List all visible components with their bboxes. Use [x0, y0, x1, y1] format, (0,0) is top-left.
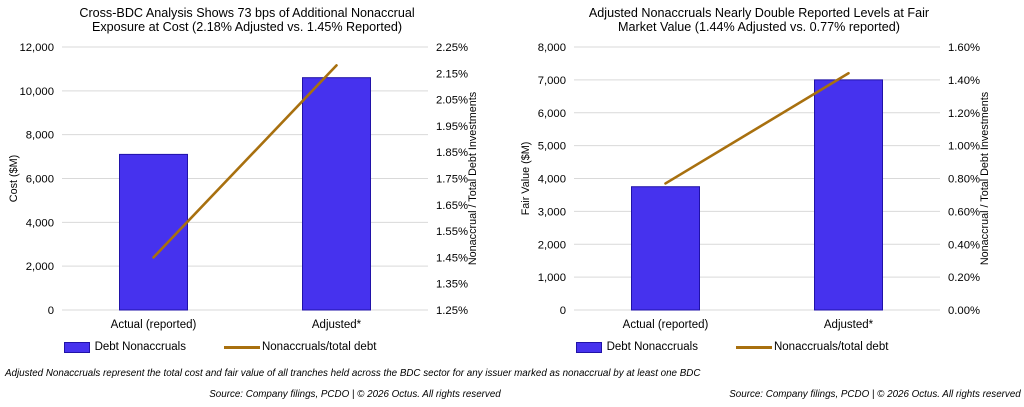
right-axis-tick-label: 0.40% — [948, 239, 980, 251]
right-axis-tick-label: 1.40% — [948, 75, 980, 87]
legend-label: Nonaccruals/total debt — [773, 341, 889, 353]
right-axis-tick-label: 1.95% — [436, 121, 468, 133]
source-line-left: Source: Company filings, PCDO | © 2026 O… — [209, 389, 501, 400]
left-axis-tick-label: 7,000 — [538, 75, 566, 87]
left-axis-tick-label: 6,000 — [538, 108, 566, 120]
category-label: Adjusted* — [824, 319, 874, 331]
line-legend-swatch — [735, 345, 772, 349]
bar-0 — [631, 186, 700, 311]
left-axis-tick-label: 0 — [48, 305, 54, 317]
source-line-right: Source: Company filings, PCDO | © 2026 O… — [729, 389, 1021, 400]
category-label: Actual (reported) — [111, 319, 197, 331]
chart-panel-cost: Cross-BDC Analysis Shows 73 bps of Addit… — [0, 0, 512, 360]
right-axis-tick-label: 1.75% — [436, 174, 468, 186]
ratio-line — [152, 64, 338, 259]
left-axis-title: Cost ($M) — [8, 155, 20, 202]
right-axis-tick-label: 0.00% — [948, 305, 980, 317]
figure-footnote: Adjusted Nonaccruals represent the total… — [5, 368, 701, 379]
right-axis-title: Nonaccrual / Total Debt Investments — [467, 91, 479, 265]
left-axis-tick-label: 4,000 — [26, 217, 54, 229]
right-axis-tick-label: 1.65% — [436, 200, 468, 212]
left-axis-tick-label: 8,000 — [26, 130, 54, 142]
left-axis-tick-label: 6,000 — [26, 174, 54, 186]
left-axis-tick-label: 2,000 — [26, 261, 54, 273]
right-axis-tick-label: 0.20% — [948, 272, 980, 284]
chart-panel-fair-value: Adjusted Nonaccruals Nearly Double Repor… — [512, 0, 1024, 360]
left-axis-tick-label: 8,000 — [538, 42, 566, 54]
bar-1 — [814, 79, 883, 311]
left-axis-tick-label: 12,000 — [19, 42, 54, 54]
legend-label: Debt Nonaccruals — [94, 341, 186, 353]
chart-legend: Debt Nonaccruals Nonaccruals/total debt — [512, 341, 952, 353]
right-axis-title: Nonaccrual / Total Debt Investments — [979, 91, 991, 265]
right-axis-tick-label: 0.80% — [948, 174, 980, 186]
legend-item-bar: Debt Nonaccruals — [575, 341, 698, 353]
right-axis-tick-label: 1.60% — [948, 42, 980, 54]
legend-label: Nonaccruals/total debt — [261, 341, 377, 353]
left-axis-tick-label: 1,000 — [538, 272, 566, 284]
left-axis-title: Fair Value ($M) — [520, 142, 532, 216]
category-label: Adjusted* — [312, 319, 362, 331]
right-axis-tick-label: 0.60% — [948, 206, 980, 218]
left-axis-tick-label: 5,000 — [538, 141, 566, 153]
right-axis-tick-label: 1.20% — [948, 108, 980, 120]
left-axis-tick-label: 3,000 — [538, 206, 566, 218]
legend-item-line: Nonaccruals/total debt — [223, 341, 377, 353]
bar-legend-swatch — [63, 341, 90, 353]
legend-item-line: Nonaccruals/total debt — [735, 341, 889, 353]
chart-legend: Debt Nonaccruals Nonaccruals/total debt — [0, 341, 440, 353]
left-axis-tick-label: 10,000 — [19, 86, 54, 98]
legend-label: Debt Nonaccruals — [606, 341, 698, 353]
chart-plot: 0 2,000 4,000 6,000 8,000 10,000 12,000 1.25% 1.… — [8, 42, 479, 331]
right-axis-tick-label: 2.15% — [436, 68, 468, 80]
left-axis-tick-label: 0 — [560, 305, 566, 317]
chart-title: Cross-BDC Analysis Shows 73 bps of Addit… — [79, 6, 415, 35]
bar-1 — [302, 77, 371, 311]
chart-plot: 0 1,000 2,000 3,000 4,000 5,000 6,000 7,000 8,00… — [520, 42, 991, 331]
right-axis-tick-label: 1.45% — [436, 252, 468, 264]
chart-title: Adjusted Nonaccruals Nearly Double Repor… — [588, 6, 930, 35]
right-axis-tick-label: 1.85% — [436, 147, 468, 159]
right-axis-tick-label: 1.25% — [436, 305, 468, 317]
right-axis-tick-label: 1.55% — [436, 226, 468, 238]
category-label: Actual (reported) — [623, 319, 709, 331]
bar-legend-swatch — [575, 341, 602, 353]
ratio-line — [664, 72, 850, 185]
left-axis-tick-label: 2,000 — [538, 239, 566, 251]
left-axis-tick-label: 4,000 — [538, 174, 566, 186]
right-axis-tick-label: 2.05% — [436, 95, 468, 107]
right-axis-tick-label: 1.00% — [948, 141, 980, 153]
right-axis-tick-label: 2.25% — [436, 42, 468, 54]
right-axis-tick-label: 1.35% — [436, 279, 468, 291]
line-legend-swatch — [223, 345, 260, 349]
legend-item-bar: Debt Nonaccruals — [63, 341, 186, 353]
